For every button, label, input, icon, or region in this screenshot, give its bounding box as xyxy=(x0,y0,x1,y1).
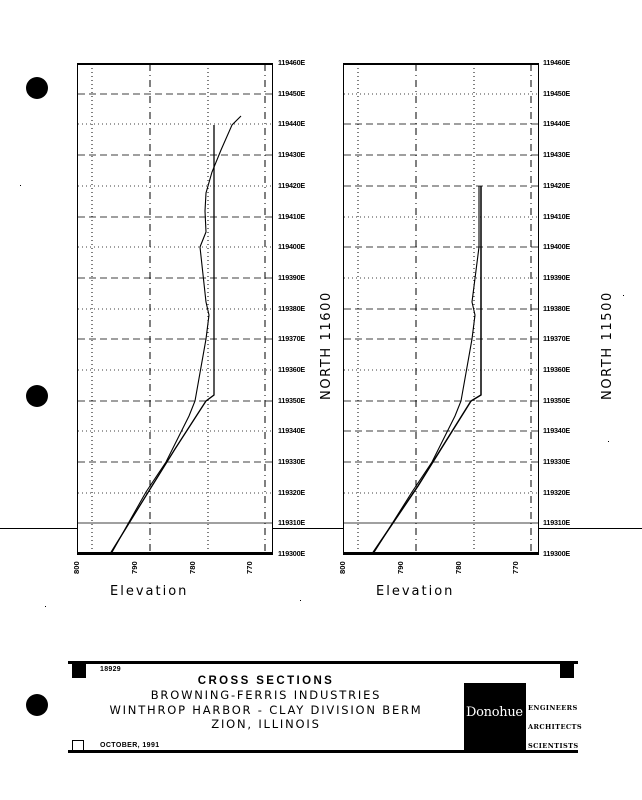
drawing-title: CROSS SECTIONS xyxy=(197,675,335,687)
ytick-label: 119390E xyxy=(278,273,305,282)
ytick-label: 119390E xyxy=(543,273,570,282)
x-axis-title: Elevation xyxy=(110,584,189,599)
client-name: BROWNING-FERRIS INDUSTRIES xyxy=(150,688,382,702)
section-label: NORTH 11500 xyxy=(600,291,615,400)
x-axis-title: Elevation xyxy=(376,584,455,599)
ytick-label: 119410E xyxy=(543,212,570,221)
registration-mark-top xyxy=(26,77,48,99)
job-number: 18929 xyxy=(100,666,121,673)
title-block-corner-left xyxy=(72,664,86,678)
donohue-logo-text: Donohue xyxy=(466,705,523,720)
ytick-label: 119440E xyxy=(543,119,570,128)
ytick-label: 119450E xyxy=(278,89,305,98)
registration-mark-bottom xyxy=(26,694,48,716)
ytick-label: 119340E xyxy=(543,426,570,435)
xtick-label: 800 xyxy=(338,561,347,574)
ytick-label: 119400E xyxy=(278,242,305,251)
ytick-label: 119460E xyxy=(278,58,305,67)
registration-mark-middle xyxy=(26,385,48,407)
donohue-logo xyxy=(464,683,526,750)
ytick-label: 119410E xyxy=(278,212,305,221)
ytick-label: 119350E xyxy=(278,396,305,405)
xtick-label: 770 xyxy=(511,561,520,574)
ytick-label: 119350E xyxy=(543,396,570,405)
ytick-label: 119440E xyxy=(278,119,305,128)
ytick-label: 119300E xyxy=(543,549,570,558)
scan-speck xyxy=(623,295,624,296)
drawing-date: OCTOBER, 1991 xyxy=(100,742,160,749)
scan-speck xyxy=(45,606,46,607)
title-block-corner-right xyxy=(560,664,574,678)
ytick-label: 119460E xyxy=(543,58,570,67)
xtick-label: 790 xyxy=(396,561,405,574)
ytick-label: 119340E xyxy=(278,426,305,435)
ytick-label: 119360E xyxy=(543,365,570,374)
xtick-label: 780 xyxy=(454,561,463,574)
ytick-label: 119330E xyxy=(543,457,570,466)
ytick-label: 119450E xyxy=(543,89,570,98)
plot-frame-right xyxy=(343,63,539,555)
date-marker-box xyxy=(72,740,84,752)
project-name: WINTHROP HARBOR - CLAY DIVISION BERM xyxy=(109,702,423,717)
ytick-label: 119420E xyxy=(543,181,570,190)
sheet-fold-line xyxy=(0,528,642,529)
ytick-label: 119310E xyxy=(278,518,305,527)
ytick-label: 119380E xyxy=(278,304,305,313)
discipline-scientists: SCIENTISTS xyxy=(528,742,579,750)
ytick-label: 119360E xyxy=(278,365,305,374)
ytick-label: 119320E xyxy=(543,488,570,497)
title-text-group: CROSS SECTIONS BROWNING-FERRIS INDUSTRIE… xyxy=(68,674,464,732)
scan-speck xyxy=(300,600,301,601)
ytick-label: 119380E xyxy=(543,304,570,313)
ytick-label: 119330E xyxy=(278,457,305,466)
scan-speck xyxy=(608,441,609,442)
ytick-label: 119430E xyxy=(543,150,570,159)
ytick-label: 119370E xyxy=(278,334,305,343)
ytick-label: 119370E xyxy=(543,334,570,343)
ytick-label: 119300E xyxy=(278,549,305,558)
scan-speck xyxy=(20,185,21,186)
discipline-architects: ARCHITECTS xyxy=(528,723,583,731)
ytick-label: 119420E xyxy=(278,181,305,190)
ytick-label: 119400E xyxy=(543,242,570,251)
discipline-engineers: ENGINEERS xyxy=(528,704,578,712)
title-block: 18929 OCTOBER, 1991 CROSS SECTIONS BROWN… xyxy=(68,661,582,753)
ytick-label: 119310E xyxy=(543,518,570,527)
ytick-label: 119430E xyxy=(278,150,305,159)
project-location: ZION, ILLINOIS xyxy=(211,717,321,731)
ytick-label: 119320E xyxy=(278,488,305,497)
